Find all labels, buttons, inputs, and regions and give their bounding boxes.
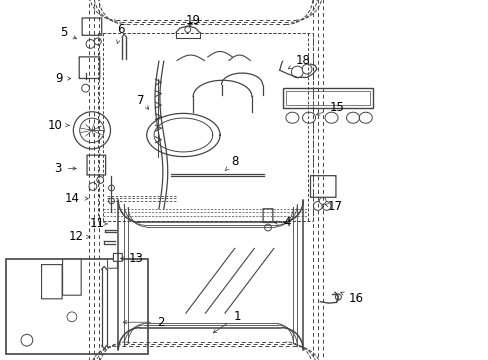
Text: 14: 14 [65, 192, 88, 204]
Text: 11: 11 [89, 217, 107, 230]
FancyBboxPatch shape [41, 265, 62, 299]
Text: 4: 4 [273, 216, 291, 229]
FancyBboxPatch shape [62, 259, 81, 295]
Text: 8: 8 [225, 155, 238, 171]
Circle shape [322, 202, 330, 210]
Circle shape [302, 64, 311, 74]
FancyBboxPatch shape [113, 253, 122, 261]
FancyBboxPatch shape [82, 18, 102, 35]
Text: 16: 16 [340, 292, 363, 305]
Text: 13: 13 [121, 252, 143, 265]
Text: 12: 12 [68, 230, 90, 243]
Circle shape [108, 198, 114, 204]
Circle shape [184, 27, 190, 32]
Circle shape [86, 40, 95, 48]
Circle shape [335, 294, 341, 300]
Text: 7: 7 [137, 94, 148, 109]
Text: 10: 10 [47, 119, 69, 132]
Circle shape [313, 202, 322, 210]
Circle shape [94, 38, 101, 45]
Text: 18: 18 [287, 54, 310, 69]
Text: 17: 17 [324, 201, 342, 213]
Text: 2: 2 [123, 316, 165, 329]
Circle shape [108, 185, 114, 191]
FancyBboxPatch shape [79, 57, 100, 78]
Text: 19: 19 [185, 14, 200, 27]
Bar [6, 259, 147, 354]
Text: 5: 5 [60, 26, 76, 39]
Bar [282, 88, 372, 108]
Text: 6: 6 [117, 23, 125, 44]
Text: 3: 3 [54, 162, 76, 175]
Circle shape [21, 334, 33, 346]
Circle shape [89, 183, 97, 190]
Bar [285, 91, 369, 105]
Text: 9: 9 [55, 72, 71, 85]
Text: 1: 1 [213, 310, 241, 333]
Circle shape [264, 224, 271, 231]
Circle shape [73, 112, 110, 149]
Circle shape [97, 176, 103, 184]
FancyBboxPatch shape [310, 176, 335, 197]
FancyBboxPatch shape [87, 155, 105, 175]
FancyBboxPatch shape [263, 209, 272, 222]
FancyBboxPatch shape [107, 259, 117, 268]
Circle shape [81, 84, 89, 92]
Circle shape [67, 312, 77, 322]
Circle shape [80, 118, 104, 143]
Circle shape [291, 66, 303, 78]
Circle shape [319, 197, 325, 204]
Text: 15: 15 [316, 101, 344, 115]
